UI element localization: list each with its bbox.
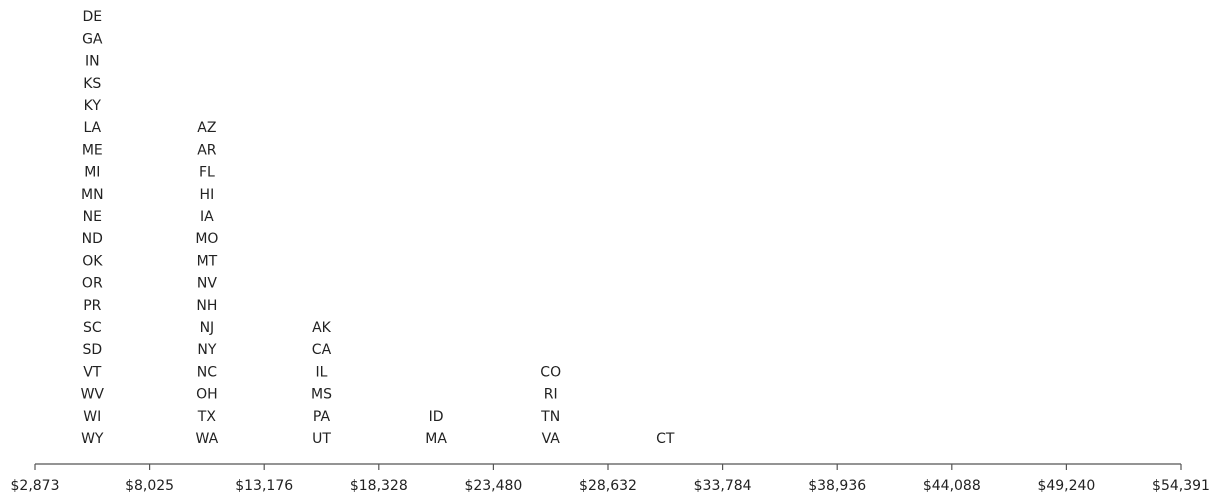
state-label-in: IN [85, 54, 100, 70]
state-label-hi: HI [200, 187, 215, 203]
state-label-nd: ND [82, 231, 103, 247]
x-tick-label: $13,176 [235, 478, 293, 494]
state-label-ky: KY [84, 98, 102, 114]
state-label-pr: PR [83, 298, 101, 314]
state-label-ks: KS [83, 76, 101, 92]
x-tick-label: $2,873 [11, 478, 60, 494]
x-tick-label: $49,240 [1037, 478, 1095, 494]
state-label-mi: MI [84, 165, 100, 181]
state-label-id: ID [429, 409, 444, 425]
state-label-ar: AR [197, 142, 217, 158]
state-label-or: OR [82, 276, 103, 292]
state-label-sc: SC [83, 320, 102, 336]
state-label-nj: NJ [200, 320, 215, 336]
state-label-vt: VT [83, 364, 102, 380]
x-tick-label: $38,936 [808, 478, 866, 494]
state-label-ny: NY [197, 342, 216, 358]
state-label-ga: GA [82, 31, 103, 47]
state-label-sd: SD [82, 342, 102, 358]
state-label-tn: TN [540, 409, 560, 425]
state-label-az: AZ [197, 120, 216, 136]
state-label-il: IL [316, 364, 328, 380]
state-label-ut: UT [312, 431, 331, 447]
state-label-co: CO [540, 364, 561, 380]
state-label-ct: CT [656, 431, 675, 447]
state-label-ak: AK [312, 320, 332, 336]
state-label-ne: NE [83, 209, 102, 225]
state-label-de: DE [82, 9, 102, 25]
state-label-wa: WA [196, 431, 219, 447]
state-label-va: VA [542, 431, 561, 447]
x-tick-label: $54,391 [1152, 478, 1210, 494]
state-label-tx: TX [197, 409, 217, 425]
state-label-fl: FL [199, 165, 215, 181]
x-tick-label: $8,025 [125, 478, 174, 494]
state-label-nv: NV [197, 276, 217, 292]
x-tick-label: $44,088 [923, 478, 981, 494]
x-tick-label: $28,632 [579, 478, 637, 494]
state-label-ca: CA [312, 342, 332, 358]
state-label-ms: MS [311, 387, 332, 403]
state-label-wy: WY [81, 431, 104, 447]
state-label-la: LA [83, 120, 101, 136]
state-label-oh: OH [196, 387, 218, 403]
state-label-nc: NC [197, 364, 217, 380]
x-tick-label: $18,328 [350, 478, 408, 494]
x-axis: $2,873 $8,025 $13,176 $18,328 $23,480 $28,632… [11, 463, 1210, 494]
x-tick-label: $33,784 [694, 478, 752, 494]
state-label-wi: WI [83, 409, 101, 425]
state-label-mo: MO [195, 231, 218, 247]
state-label-mt: MT [197, 253, 218, 269]
state-label-ri: RI [544, 387, 558, 403]
state-label-mn: MN [81, 187, 104, 203]
state-labels: DE GA IN KS KY LA ME MI MN NE ND OK OR PR SC SD VT WV WI WY… [81, 9, 675, 447]
state-label-ok: OK [82, 253, 103, 269]
state-label-ma: MA [425, 431, 447, 447]
state-label-wv: WV [81, 387, 105, 403]
state-label-me: ME [82, 142, 103, 158]
state-label-nh: NH [196, 298, 217, 314]
state-label-ia: IA [200, 209, 214, 225]
x-tick-label: $23,480 [464, 478, 522, 494]
state-label-pa: PA [313, 409, 331, 425]
